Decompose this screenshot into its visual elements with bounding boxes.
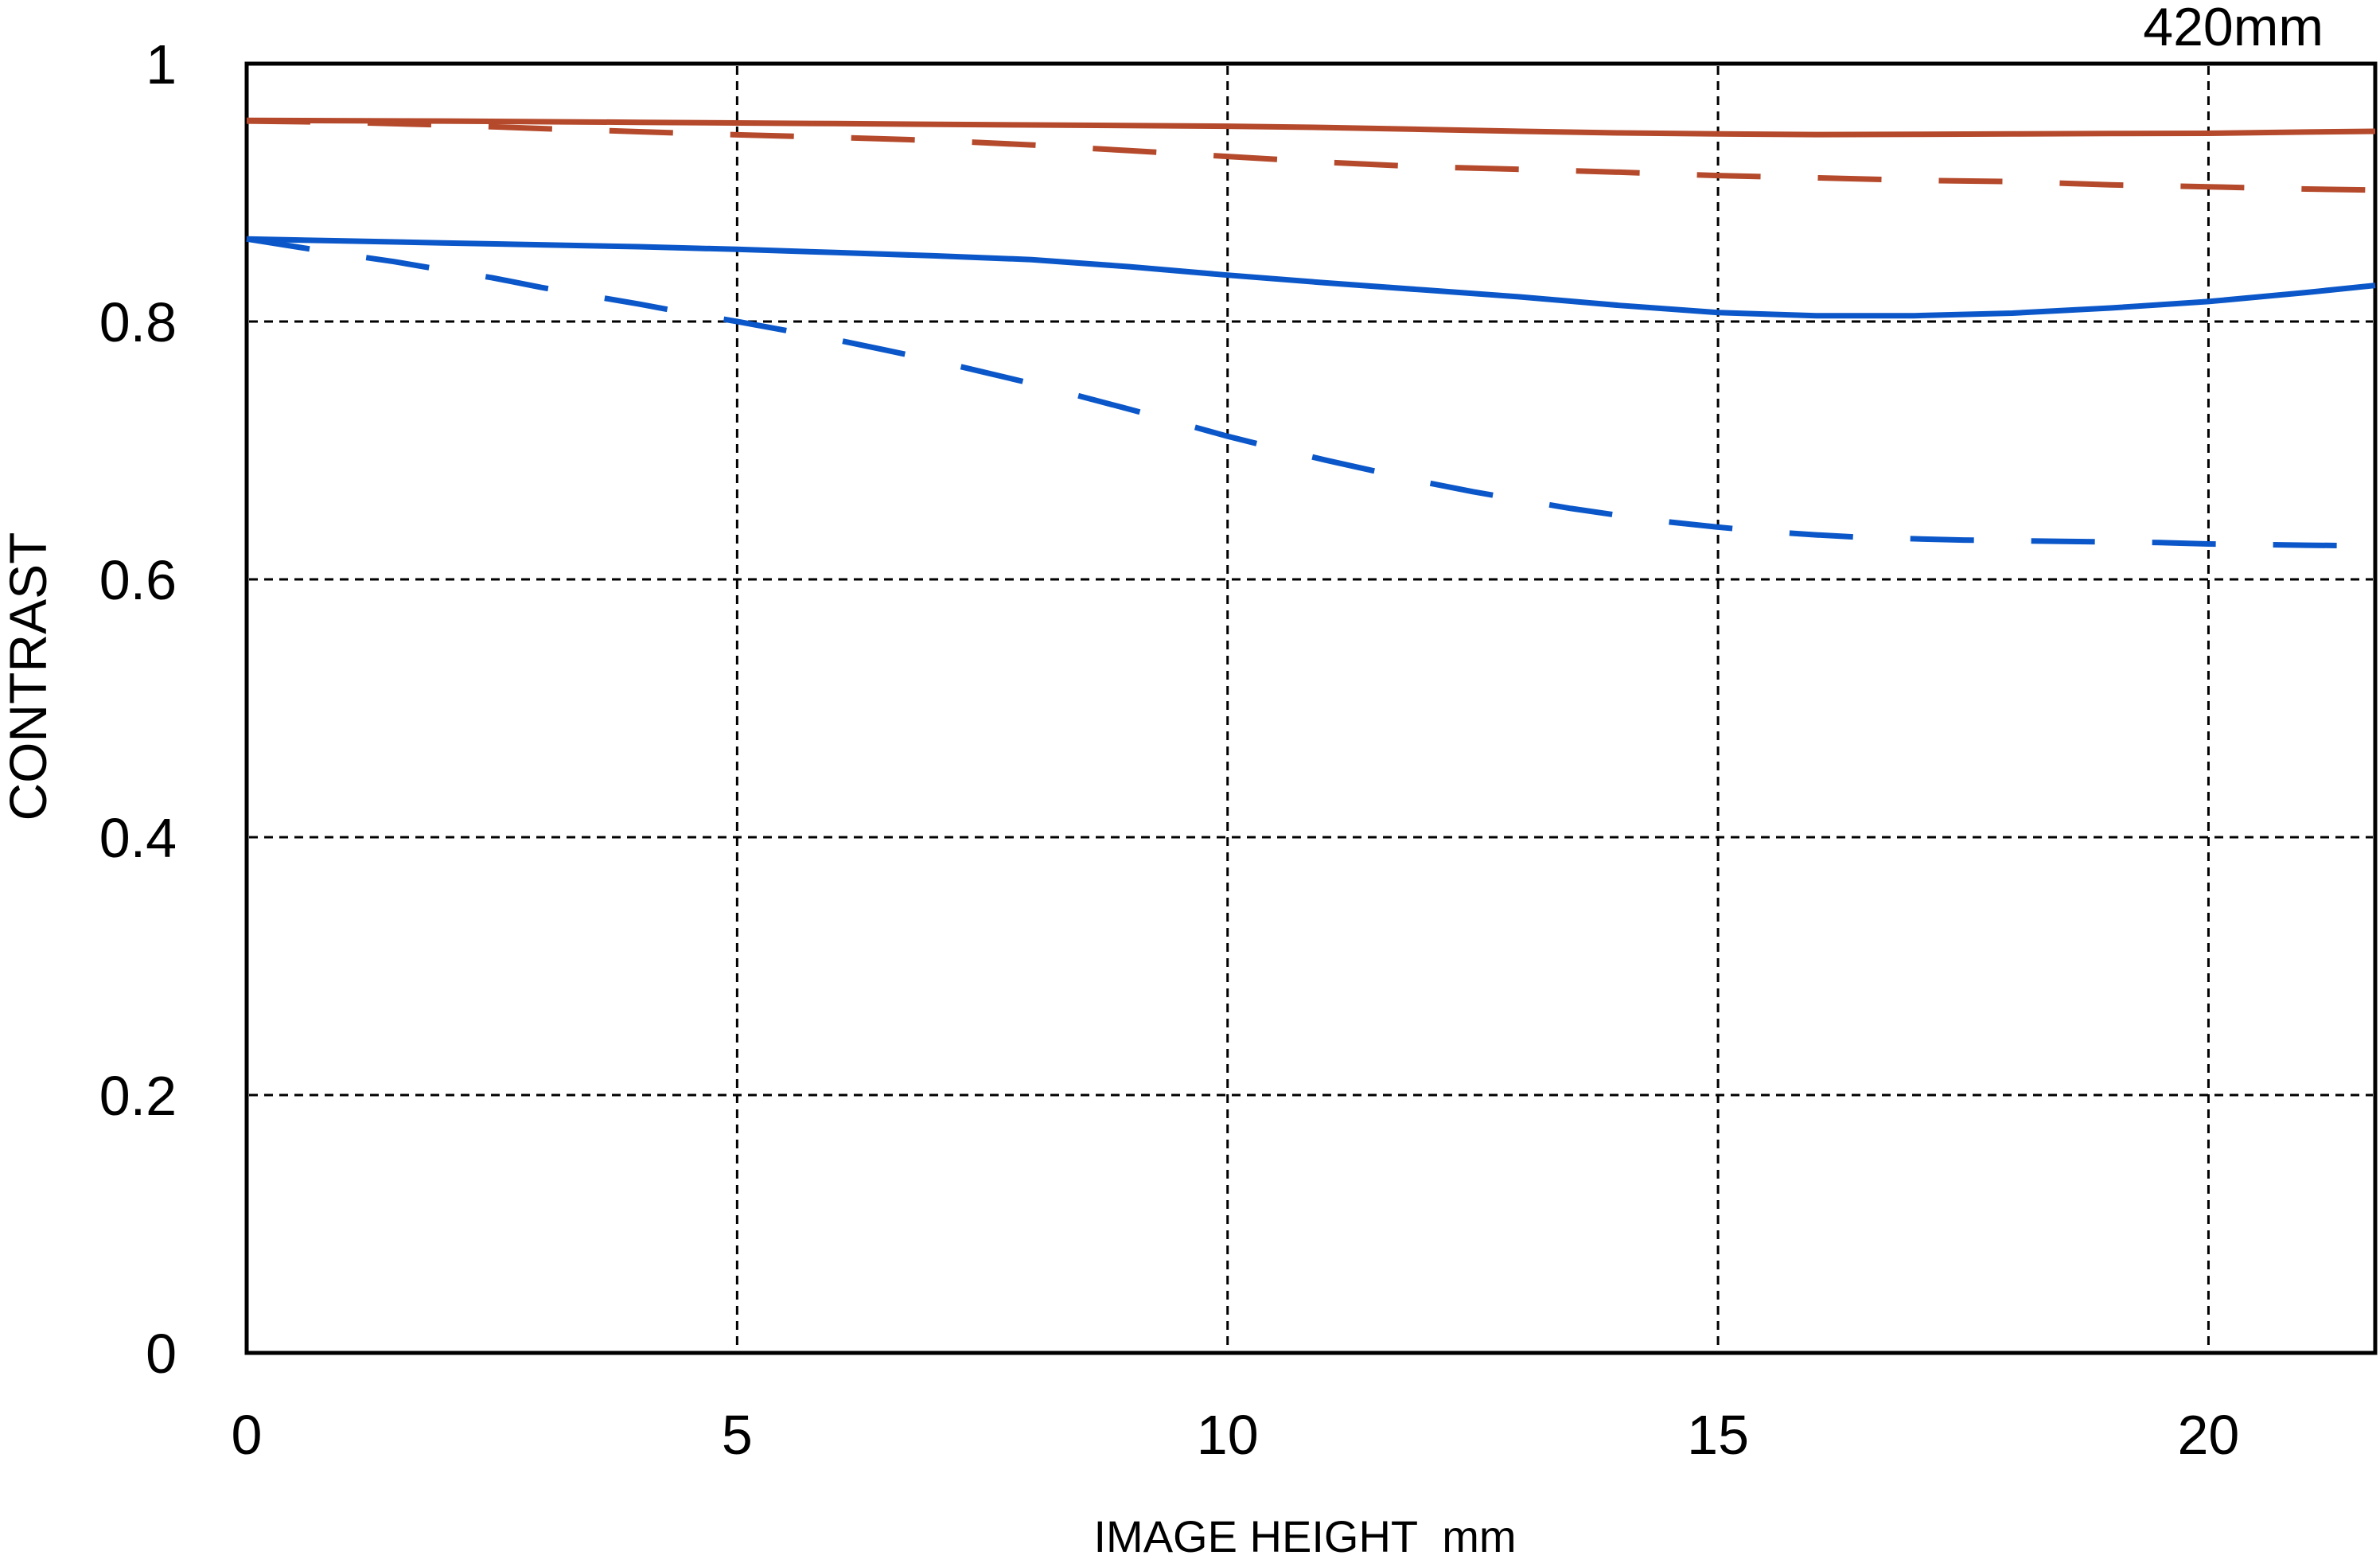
curve-blue-solid xyxy=(246,236,2376,319)
gridlines xyxy=(249,66,2373,1351)
curve-blue-dashed xyxy=(246,236,2376,549)
x-tick-labels: 0 5 10 15 20 xyxy=(232,1404,2240,1466)
y-tick-label-0.4: 0.4 xyxy=(99,807,177,869)
y-tick-label-0: 0 xyxy=(146,1323,177,1385)
x-tick-label-5: 5 xyxy=(722,1404,753,1466)
curve-red-solid xyxy=(246,117,2376,138)
focal-length-label: 420mm xyxy=(2143,0,2324,57)
x-tick-label-15: 15 xyxy=(1687,1404,1749,1466)
x-tick-label-20: 20 xyxy=(2178,1404,2240,1466)
y-tick-label-0.8: 0.8 xyxy=(99,291,177,353)
x-axis-title: IMAGE HEIGHT mm xyxy=(1094,1511,1517,1561)
x-tick-label-0: 0 xyxy=(232,1404,263,1466)
y-tick-label-1: 1 xyxy=(146,33,177,95)
y-tick-label-0.6: 0.6 xyxy=(99,549,177,611)
y-axis-title: CONTRAST xyxy=(0,532,57,821)
y-tick-labels: 0 0.2 0.4 0.6 0.8 1 xyxy=(99,33,177,1385)
x-tick-label-10: 10 xyxy=(1197,1404,1259,1466)
plot-border xyxy=(244,61,2378,1355)
y-tick-label-0.2: 0.2 xyxy=(99,1065,177,1127)
mtf-curves xyxy=(246,117,2376,549)
